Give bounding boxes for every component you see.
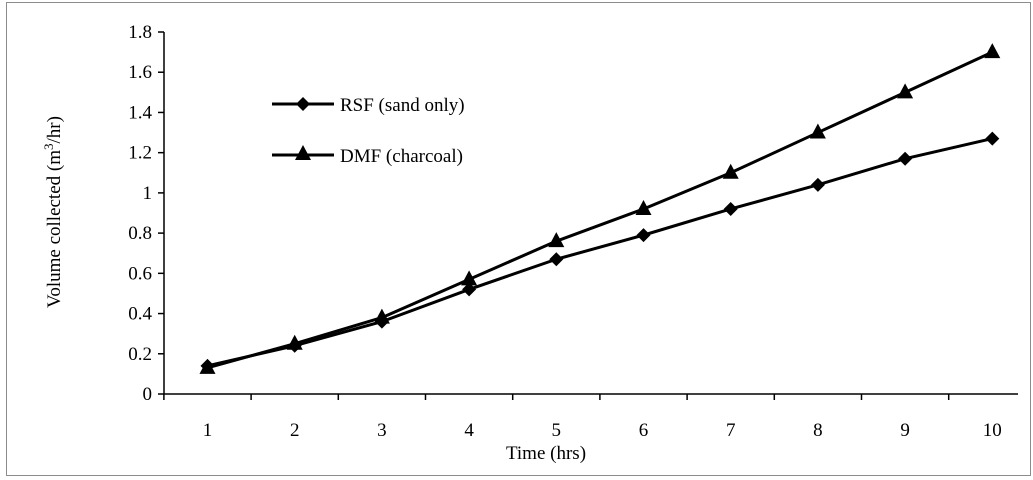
- data-point-diamond: [985, 131, 1000, 146]
- data-point-diamond: [549, 252, 564, 267]
- y-tick-label: 1: [143, 183, 153, 204]
- y-tick-label: 1.2: [128, 143, 152, 164]
- y-tick-label: 0.8: [128, 223, 152, 244]
- x-tick-label: 6: [639, 420, 649, 441]
- data-point-diamond: [636, 228, 651, 243]
- x-tick-label: 4: [464, 420, 474, 441]
- data-point-diamond: [898, 151, 913, 166]
- y-axis-title: Volume collected (m3/hr): [41, 116, 66, 308]
- y-axis-title-sup: 3: [41, 144, 56, 151]
- y-tick-label: 1.6: [128, 62, 152, 83]
- x-tick-label: 8: [813, 420, 823, 441]
- legend-triangle-marker-icon: [295, 145, 311, 160]
- data-point-triangle: [373, 308, 390, 324]
- y-axis-title-main: Volume collected (m: [44, 150, 65, 308]
- legend-label-dmf: DMF (charcoal): [340, 146, 463, 167]
- data-point-triangle: [461, 270, 478, 286]
- data-point-diamond: [462, 282, 477, 297]
- series-line: [207, 137, 993, 368]
- series-line: [207, 50, 993, 370]
- data-point-triangle: [548, 232, 565, 248]
- y-ticks: 0 0.2 0.4 0.6 0.8 1 1.2 1.4 1.6 1.8: [128, 22, 164, 405]
- x-tick-label: 10: [983, 420, 1002, 441]
- legend-diamond-marker-icon: [296, 97, 310, 111]
- legend-label-rsf: RSF (sand only): [340, 95, 465, 116]
- y-tick-label: 1.8: [128, 22, 152, 43]
- legend: RSF (sand only) DMF (charcoal): [272, 95, 465, 167]
- y-tick-label: 1.4: [128, 102, 152, 123]
- data-point-diamond: [723, 201, 738, 216]
- y-tick-label: 0.2: [128, 344, 152, 365]
- data-point-triangle: [199, 358, 216, 374]
- x-tick-label: 2: [290, 420, 300, 441]
- y-tick-label: 0.6: [128, 263, 152, 284]
- series-layer: [199, 43, 1001, 374]
- x-axis-title: Time (hrs): [506, 443, 586, 464]
- data-point-triangle: [984, 43, 1001, 59]
- legend-item-dmf: DMF (charcoal): [272, 145, 463, 167]
- x-ticks: 1 2 3 4 5 6 7 8 9 10: [163, 394, 1002, 441]
- x-tick-label: 5: [552, 420, 562, 441]
- data-point-triangle: [635, 199, 652, 215]
- data-point-diamond: [810, 177, 825, 192]
- x-tick-label: 3: [377, 420, 387, 441]
- y-tick-label: 0.4: [128, 304, 152, 325]
- chart-frame: [6, 2, 1031, 476]
- y-tick-label: 0: [143, 384, 153, 405]
- data-point-triangle: [897, 83, 914, 99]
- data-point-triangle: [286, 334, 303, 350]
- series-dmf: [199, 43, 1001, 374]
- x-tick-label: 9: [900, 420, 910, 441]
- y-axis-title-tail: /hr): [44, 116, 65, 143]
- x-tick-label: 1: [203, 420, 213, 441]
- data-point-triangle: [809, 123, 826, 139]
- data-point-triangle: [722, 163, 739, 179]
- legend-item-rsf: RSF (sand only): [272, 95, 465, 116]
- x-tick-label: 7: [726, 420, 736, 441]
